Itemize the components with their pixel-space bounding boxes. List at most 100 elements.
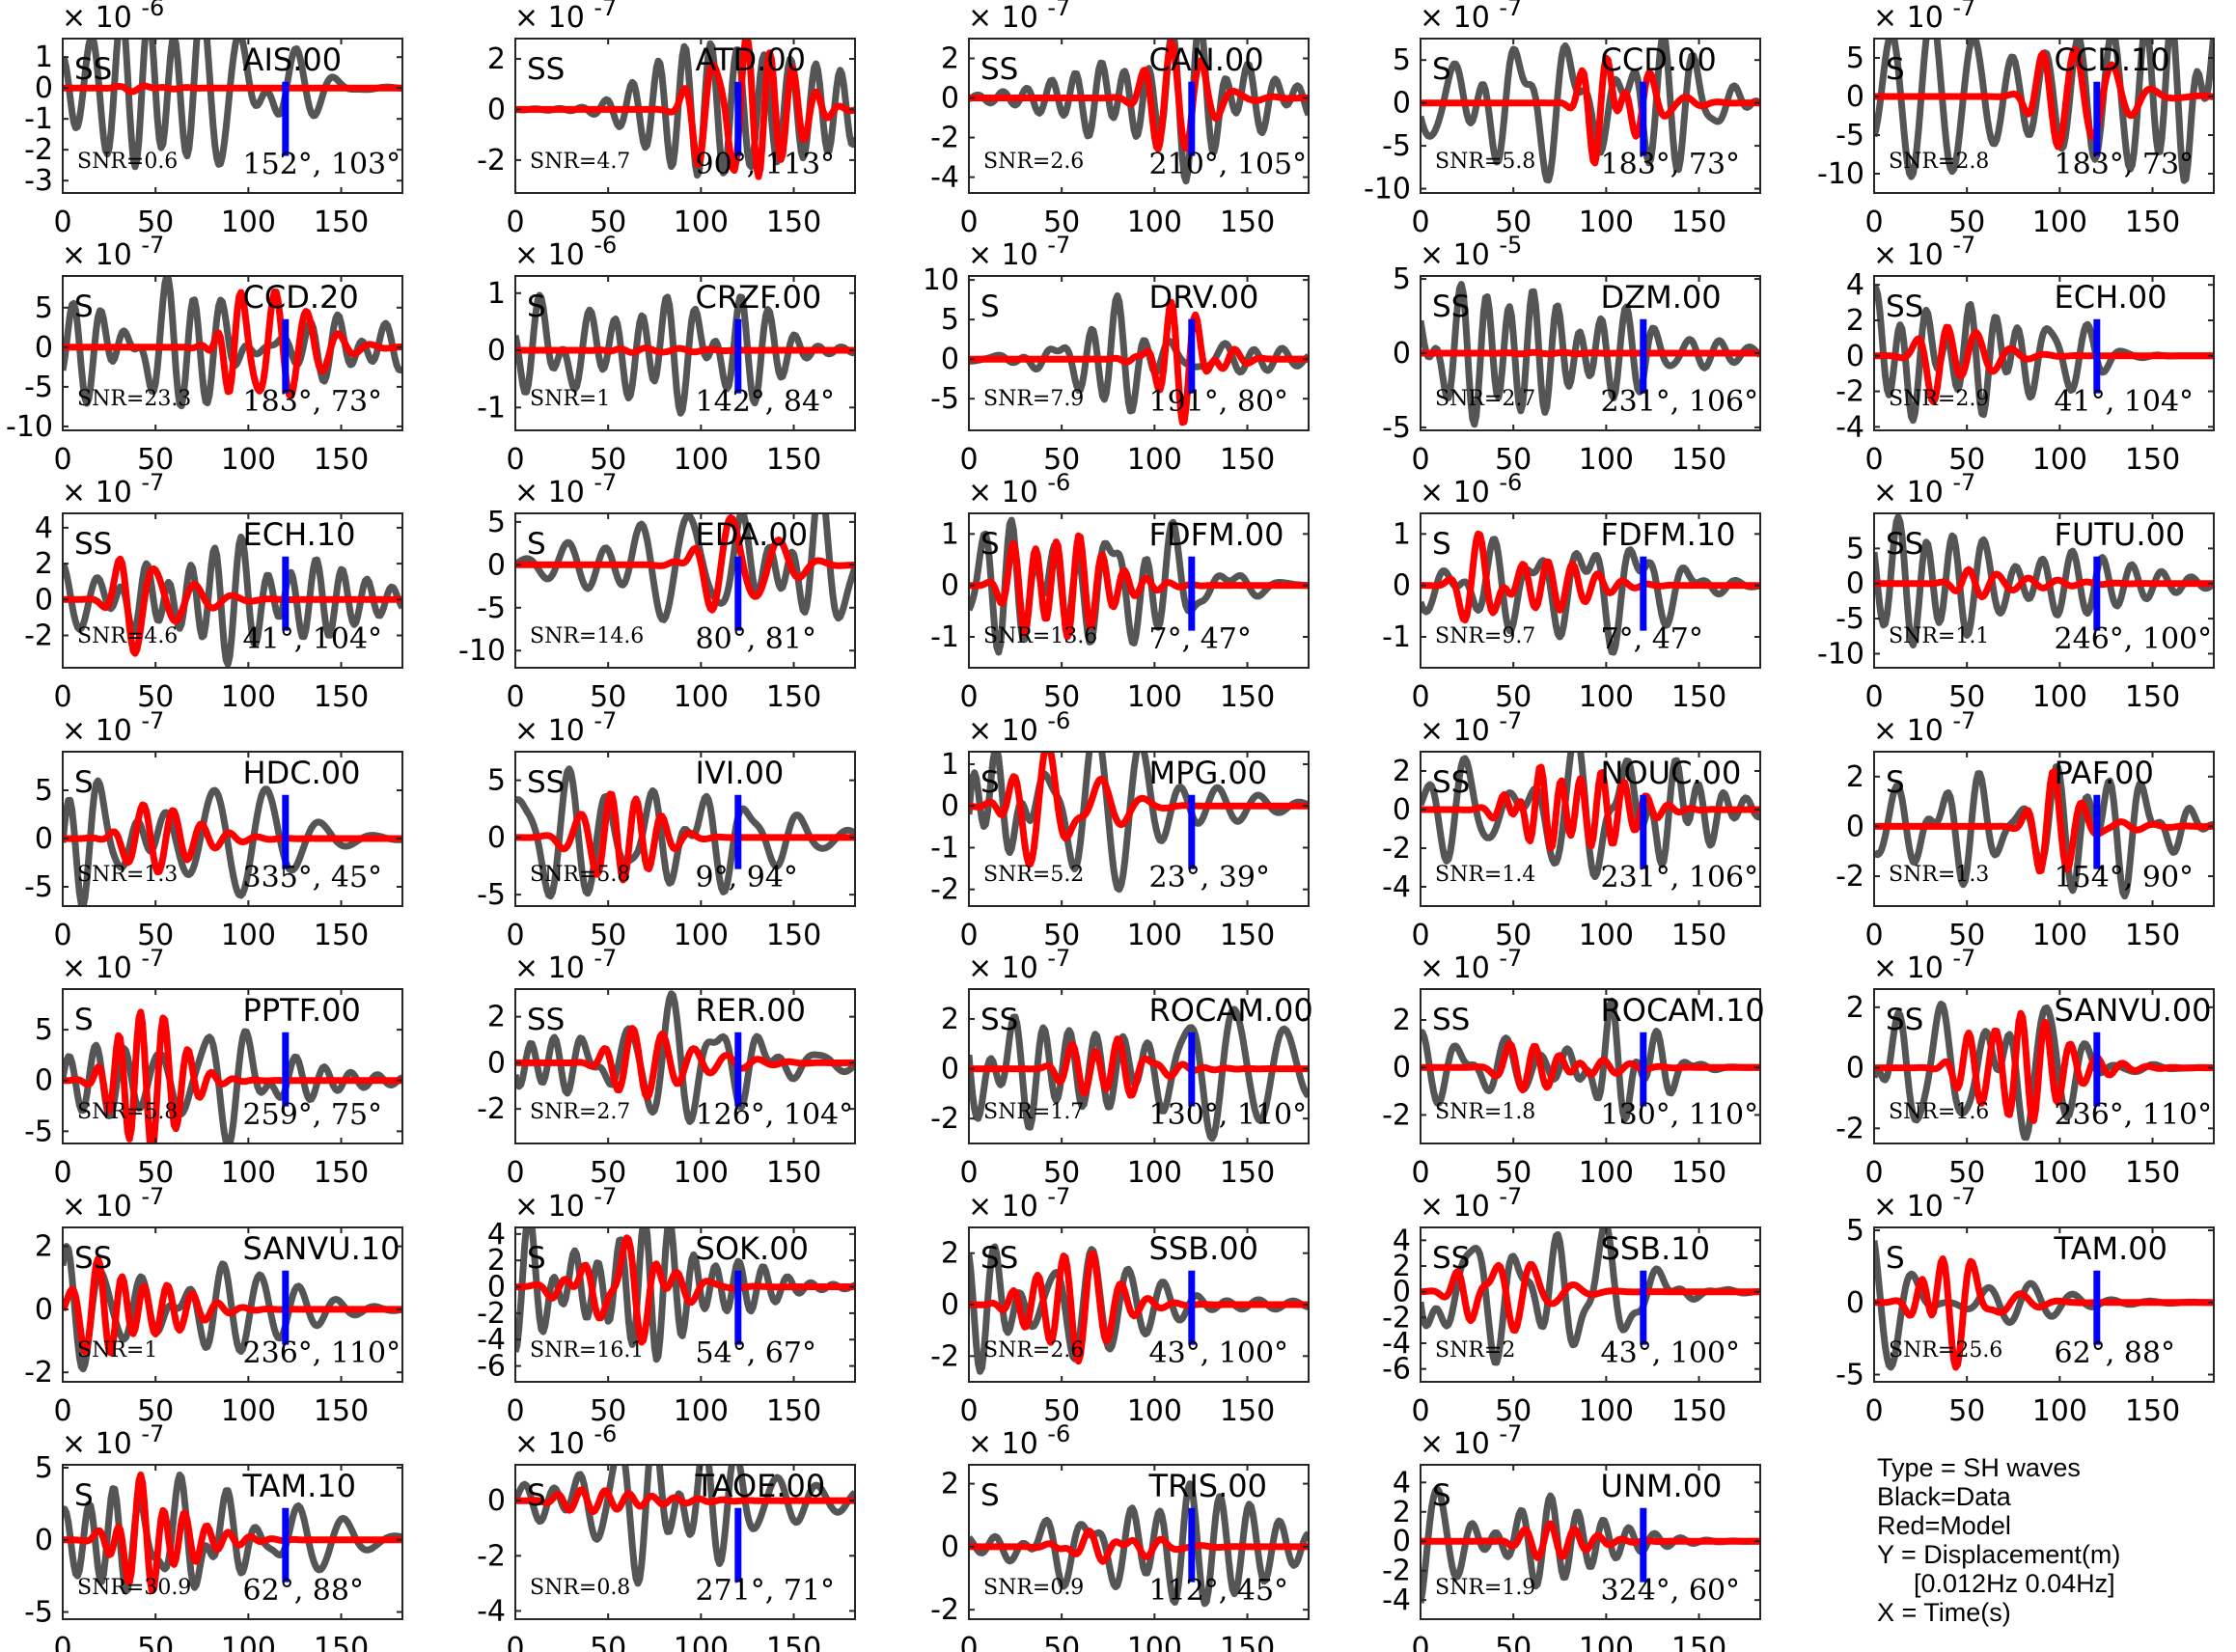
y-tick-label: -2 (1382, 1555, 1411, 1588)
panel-sok-00: 420-2-4-60 50 100 150× 10 -7S SOK.00SNR=16.1… (477, 1183, 856, 1428)
x-tick-label: 0 (506, 680, 524, 714)
x-tick-label: 0 (1864, 443, 1883, 477)
legend-line: X = Time(s) (1877, 1598, 2011, 1627)
station-label: NOUC.00 (1601, 755, 1742, 791)
x-tick-label: 50 (1043, 919, 1080, 952)
y-exponent-label: × 10 -6 (514, 1420, 617, 1461)
y-tick-label: 1 (35, 41, 53, 74)
x-tick-label: 100 (674, 919, 729, 952)
y-tick-label: -10 (458, 634, 506, 668)
model-trace (515, 1025, 855, 1101)
phase-type-label: S (980, 289, 1000, 324)
azimuth-label: 335°, 45° (243, 861, 383, 895)
model-trace (969, 1250, 1309, 1365)
axes-box (1873, 38, 2215, 194)
phase-type-label: SS (527, 52, 565, 87)
station-label: SANVU.00 (2055, 992, 2212, 1029)
y-tick-label: -5 (1836, 119, 1864, 152)
data-trace (969, 752, 1309, 894)
y-tick-label: 2 (941, 42, 959, 76)
phase-type-label: SS (527, 1003, 565, 1037)
x-tick-label: 100 (1579, 919, 1634, 952)
x-tick-label: 50 (1495, 1632, 1532, 1652)
x-tick-label: 100 (2032, 1156, 2087, 1190)
x-tick-label: 100 (1127, 206, 1182, 239)
y-tick-label: -4 (1382, 1583, 1411, 1617)
phase-type-label: S (527, 527, 546, 562)
x-tick-label: 50 (1043, 443, 1080, 477)
y-exponent-label: × 10 -7 (1873, 232, 1975, 272)
y-tick-label: -10 (1364, 173, 1411, 206)
y-tick-label: 0 (1393, 1276, 1411, 1309)
x-tick-label: 100 (1127, 443, 1182, 477)
azimuth-label: 7°, 47° (1601, 622, 1703, 656)
axes-box (514, 988, 856, 1144)
x-tick-label: 100 (674, 1156, 729, 1190)
axes-box (62, 1464, 403, 1620)
y-exponent-label: × 10 -6 (968, 1420, 1070, 1461)
y-tick-label: -5 (1382, 129, 1411, 163)
snr-label: SNR=1.8 (1435, 1100, 1535, 1124)
azimuth-label: 90°, 113° (696, 148, 836, 181)
x-tick-label: 50 (590, 680, 626, 714)
station-label: SANVU.10 (243, 1230, 400, 1267)
x-tick-label: 100 (1127, 919, 1182, 952)
x-tick-label: 50 (1948, 443, 1985, 477)
y-tick-label: 0 (1846, 567, 1864, 601)
axes-box (968, 1464, 1310, 1620)
y-exponent-label: × 10 -7 (62, 1183, 164, 1224)
data-trace (63, 777, 402, 906)
azimuth-label: 41°, 104° (2055, 385, 2195, 419)
station-label: CCD.10 (2055, 41, 2170, 78)
x-tick-label: 50 (1043, 1156, 1080, 1190)
y-exponent-label: × 10 -7 (1420, 0, 1522, 35)
x-tick-label: 0 (506, 1156, 524, 1190)
station-label: AIS.00 (243, 41, 343, 78)
data-trace (1874, 513, 2214, 648)
y-tick-label: 2 (941, 1237, 959, 1271)
y-tick-label: 0 (35, 1524, 53, 1557)
azimuth-label: 246°, 100° (2055, 622, 2213, 656)
station-label: TAOE.00 (695, 1468, 826, 1504)
station-label: FDFM.00 (1149, 516, 1284, 553)
axes-box (1420, 988, 1761, 1144)
x-tick-label: 150 (1220, 1394, 1275, 1428)
x-tick-label: 0 (53, 680, 71, 714)
x-tick-label: 150 (766, 443, 821, 477)
axes-box (1873, 275, 2215, 431)
x-tick-label: 100 (1127, 1632, 1182, 1652)
y-tick-label: 4 (487, 1218, 506, 1252)
azimuth-label: 152°, 103° (243, 148, 401, 181)
phase-type-label: S (527, 289, 546, 324)
axes-box (62, 275, 403, 431)
y-exponent-label: × 10 -7 (514, 707, 617, 748)
y-tick-label: 0 (1393, 569, 1411, 603)
station-label: CAN.00 (1149, 41, 1264, 78)
x-tick-label: 0 (959, 206, 978, 239)
x-tick-label: 150 (1671, 1394, 1726, 1428)
azimuth-label: 43°, 100° (1149, 1336, 1289, 1370)
y-tick-label: 0 (941, 1053, 959, 1087)
phase-type-label: S (1432, 52, 1451, 87)
axes-box (968, 275, 1310, 431)
y-exponent-label: × 10 -7 (968, 232, 1070, 272)
x-tick-label: 100 (2032, 680, 2087, 714)
y-tick-label: 0 (487, 1484, 506, 1518)
phase-type-label: SS (1886, 527, 1923, 562)
y-tick-label: -1 (930, 620, 959, 654)
azimuth-label: 236°, 110° (2055, 1098, 2213, 1132)
phase-type-label: SS (980, 52, 1018, 87)
x-tick-label: 0 (506, 1394, 524, 1428)
x-tick-label: 150 (766, 206, 821, 239)
y-tick-label: 2 (1393, 1496, 1411, 1529)
station-label: PPTF.00 (243, 992, 361, 1029)
phase-type-label: S (1886, 1241, 1905, 1276)
snr-label: SNR=2 (1435, 1338, 1515, 1363)
axes-box (514, 275, 856, 431)
